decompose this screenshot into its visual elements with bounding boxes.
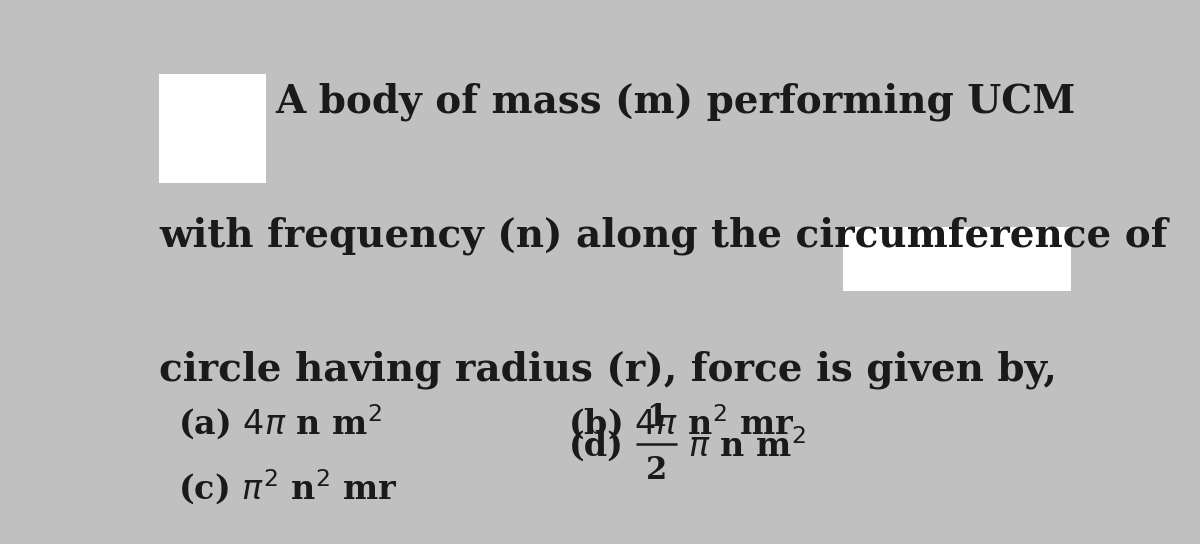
Text: 1: 1 [647,403,667,434]
Text: 2: 2 [647,455,667,486]
Text: (d): (d) [569,430,623,463]
Text: circle having radius (r), force is given by,: circle having radius (r), force is given… [160,350,1057,388]
Text: (a) $4\pi$ n m$^2$: (a) $4\pi$ n m$^2$ [178,403,382,442]
Bar [842,226,1070,292]
Text: (b) $4\pi$ n$^2$ mr: (b) $4\pi$ n$^2$ mr [569,403,796,442]
Text: (c) $\pi^2$ n$^2$ mr: (c) $\pi^2$ n$^2$ mr [178,467,398,507]
Text: $\pi$ n m$^2$: $\pi$ n m$^2$ [689,429,806,464]
Bar [160,73,266,183]
Text: A body of mass (m) performing UCM: A body of mass (m) performing UCM [276,82,1076,121]
Text: with frequency (n) along the circumference of: with frequency (n) along the circumferen… [160,216,1168,255]
